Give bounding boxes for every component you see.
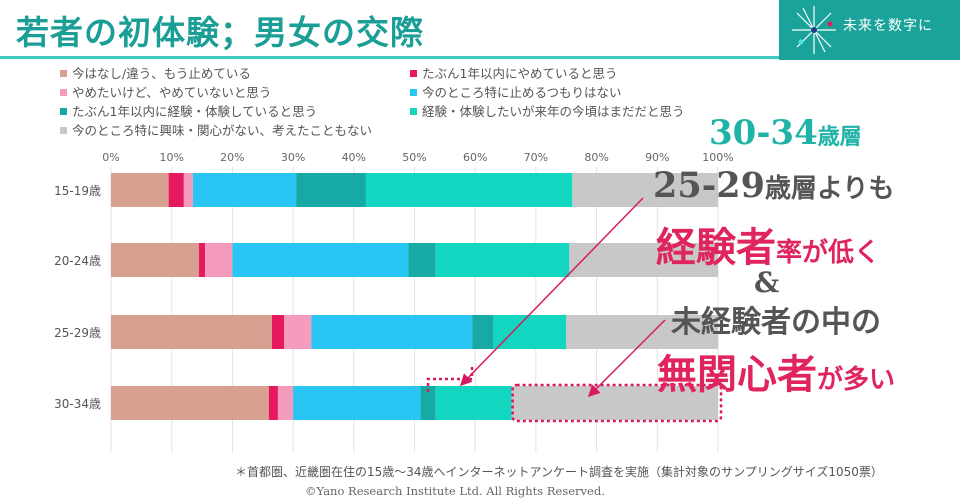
x-tick-label: 100% [702, 151, 733, 164]
callout-line1: 25-29歳層よりも [653, 165, 894, 206]
legend-swatch [410, 89, 417, 96]
legend-label: たぶん1年以内にやめていると思う [422, 66, 618, 81]
x-tick-label: 40% [342, 151, 366, 164]
x-tick-label: 80% [584, 151, 608, 164]
category-label: 20-24歳 [54, 254, 101, 268]
bar-segment [472, 315, 494, 349]
header: 若者の初体験；男女の交際 未来を数字に [0, 0, 960, 60]
legend-label: やめたいけど、やめていないと思う [72, 85, 272, 100]
title-underline [0, 56, 780, 59]
callout-line2-suffix: 率が低く [776, 238, 881, 268]
bar-segment [271, 315, 284, 349]
page-title: 若者の初体験；男女の交際 [16, 13, 424, 52]
category-label: 30-34歳 [54, 397, 101, 411]
legend-label: 経験・体験したいが来年の今頃はまだだと思う [422, 104, 685, 119]
category-label: 25-29歳 [54, 326, 101, 340]
legend-label: 今はなし/違う、もう止めている [72, 66, 251, 81]
x-tick-label: 50% [402, 151, 426, 164]
brand-logo: 未来を数字に [779, 0, 960, 60]
callout-line1-suffix: 歳層よりも [764, 174, 895, 204]
bar-segment [408, 243, 436, 277]
comparison-bracket [426, 364, 474, 392]
bar-segment [283, 315, 312, 349]
legend-swatch [410, 108, 417, 115]
callout-age-suffix: 歳層 [817, 124, 862, 150]
x-tick-label: 70% [524, 151, 548, 164]
x-tick-label: 30% [281, 151, 305, 164]
bar-segment [111, 386, 269, 420]
callout-age-number: 30-34 [709, 113, 818, 153]
callout-line3: 未経験者の中の [671, 305, 881, 340]
bar-segment [311, 315, 473, 349]
bar-segment [199, 243, 206, 277]
legend-label: たぶん1年以内に経験・体験していると思う [72, 104, 318, 119]
bar-segment [293, 386, 421, 420]
legend-swatch [60, 70, 67, 77]
legend-swatch [410, 70, 417, 77]
bar-segment [493, 315, 567, 349]
survey-footnote: ＊首都圏、近畿圏在住の15歳～34歳へインターネットアンケート調査を実施（集計対… [235, 465, 883, 479]
x-tick-label: 90% [645, 151, 669, 164]
legend-item: 今のところ特に止めるつもりはない [410, 85, 622, 101]
category-label: 15-19歳 [54, 184, 101, 198]
x-tick-label: 20% [220, 151, 244, 164]
bar-segment [435, 243, 570, 277]
bar-segment [511, 386, 718, 420]
bar-segment [183, 173, 193, 207]
bar-segment [572, 173, 718, 207]
callout-line2: 経験者率が低く [656, 215, 880, 273]
callout-line4-main: 無関心者 [657, 351, 817, 398]
legend-item: やめたいけど、やめていないと思う [60, 85, 271, 101]
bar-segment [435, 386, 512, 420]
bar-segment [168, 173, 184, 207]
bar-segment [111, 315, 272, 349]
x-tick-label: 0% [102, 151, 119, 164]
callout-arrow [587, 319, 666, 398]
callout-line2-main: 経験者 [656, 224, 776, 271]
legend-swatch [60, 127, 67, 134]
callout-arrow [459, 197, 644, 387]
legend-item: 今のところ特に興味・関心がない、考えたこともない [60, 123, 372, 139]
bar-segment [205, 243, 233, 277]
copyright: ©Yano Research Institute Ltd. All Rights… [305, 484, 605, 498]
legend-item: 経験・体験したいが来年の今頃はまだだと思う [410, 104, 685, 120]
brand-tagline: 未来を数字に [843, 18, 933, 34]
bar-segment [111, 173, 169, 207]
legend-item: たぶん1年以内にやめていると思う [410, 66, 617, 82]
legend-label: 今のところ特に興味・関心がない、考えたこともない [72, 123, 373, 138]
callout-line4-suffix: が多い [817, 365, 896, 395]
legend-swatch [60, 89, 67, 96]
bar-segment [277, 386, 294, 420]
legend-item: 今はなし/違う、もう止めている [60, 66, 251, 82]
callout-age-group: 30-34歳層 [709, 113, 862, 153]
callout-ampersand: & [754, 266, 780, 299]
x-tick-label: 60% [463, 151, 487, 164]
legend-swatch [60, 108, 67, 115]
bar-segment [111, 243, 200, 277]
callout-line4: 無関心者が多い [657, 342, 895, 400]
x-tick-label: 10% [159, 151, 183, 164]
bar-segment [232, 243, 409, 277]
bar-segment [365, 173, 573, 207]
bar-segment [420, 386, 436, 420]
bar-segment [268, 386, 278, 420]
legend-item: たぶん1年以内に経験・体験していると思う [60, 104, 317, 120]
legend-label: 今のところ特に止めるつもりはない [422, 85, 622, 100]
callout-line1-main: 25-29 [653, 165, 765, 206]
bar-segment [296, 173, 366, 207]
starburst-icon [792, 6, 836, 54]
bar-segment [192, 173, 297, 207]
